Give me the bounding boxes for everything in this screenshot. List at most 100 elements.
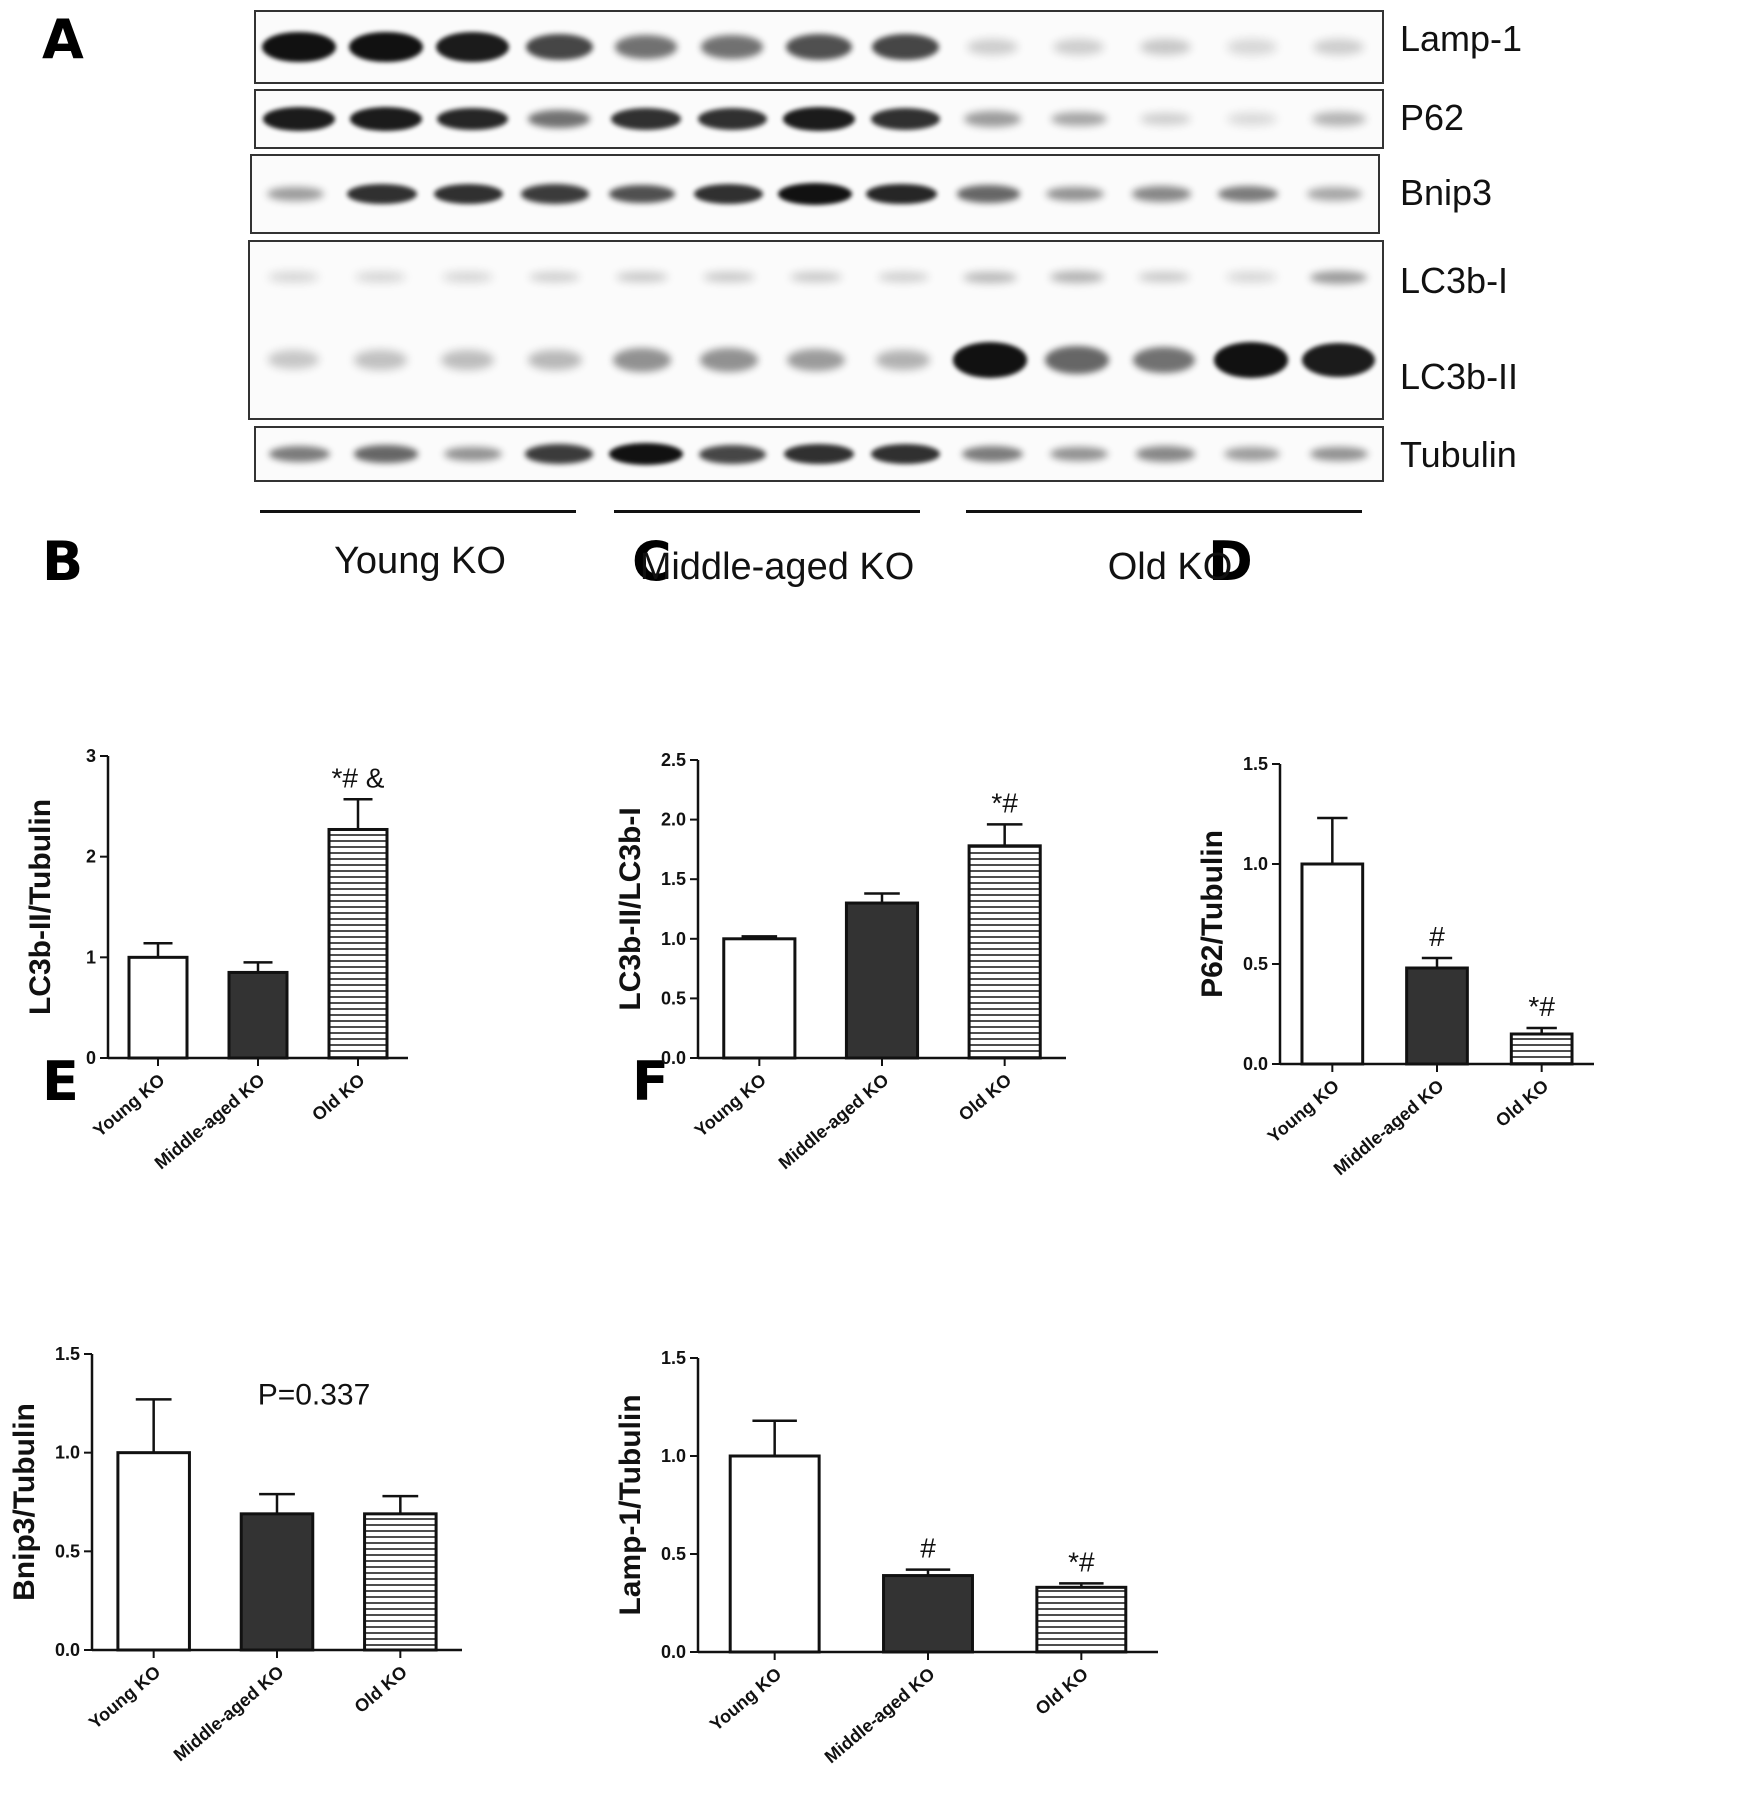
band-lc3b-i-lane-13 — [1309, 270, 1367, 284]
band-p62-lane-10 — [1051, 111, 1107, 127]
y-tick-label: 0.0 — [661, 1642, 686, 1662]
band-bnip3-lane-6 — [693, 183, 764, 205]
y-axis-label: Lamp-1/Tubulin — [614, 1394, 647, 1615]
y-tick-label: 2.0 — [661, 810, 686, 830]
blot-label-lc3b-ii: LC3b-II — [1400, 356, 1519, 397]
band-tubulin-lane-9 — [961, 446, 1023, 462]
band-lc3b-ii-lane-12 — [1214, 342, 1289, 378]
band-lc3b-i-lane-2 — [355, 272, 406, 283]
band-p62-lane-8 — [870, 107, 941, 131]
blot-strip-lc3b — [248, 240, 1384, 420]
band-lamp-1-lane-8 — [872, 33, 940, 61]
band-lc3b-ii-lane-3 — [441, 350, 495, 370]
bar-middle-aged-ko — [844, 901, 920, 1060]
significance-annotation: *# — [1068, 1546, 1095, 1577]
y-tick-label: 1.5 — [55, 1344, 80, 1364]
bar-young-ko — [722, 937, 797, 1060]
band-bnip3-lane-9 — [956, 185, 1020, 203]
band-lc3b-ii-lane-1 — [267, 350, 320, 370]
band-bnip3-lane-11 — [1131, 186, 1192, 202]
y-tick-label: 2.5 — [661, 750, 686, 770]
blot-strip-p62 — [254, 89, 1384, 149]
band-lamp-1-lane-7 — [786, 34, 852, 60]
y-tick-label: 1 — [86, 947, 96, 967]
band-p62-lane-4 — [528, 109, 591, 129]
significance-annotation: *# — [1528, 991, 1555, 1022]
band-lamp-1-lane-5 — [614, 35, 677, 59]
y-axis-label: Bnip3/Tubulin — [8, 1403, 41, 1601]
y-tick-label: 1.5 — [661, 1348, 686, 1368]
band-lc3b-i-lane-11 — [1138, 271, 1191, 283]
band-bnip3-lane-13 — [1306, 187, 1363, 201]
band-tubulin-lane-4 — [524, 444, 594, 464]
panel-label-d: D — [1208, 530, 1253, 593]
band-lc3b-ii-lane-11 — [1133, 346, 1196, 374]
band-p62-lane-11 — [1140, 112, 1191, 126]
y-axis-label: P62/Tubulin — [1196, 830, 1229, 998]
group-label-old: Old KO — [1107, 546, 1233, 588]
band-bnip3-lane-1 — [266, 186, 324, 202]
blot-label-tubulin: Tubulin — [1400, 434, 1517, 475]
y-tick-label: 0.5 — [661, 1544, 686, 1564]
band-lamp-1-lane-13 — [1313, 38, 1365, 55]
band-lc3b-ii-lane-2 — [354, 350, 407, 370]
x-tick-label: Young KO — [706, 1664, 785, 1735]
band-bnip3-lane-7 — [778, 183, 852, 205]
band-lamp-1-lane-11 — [1139, 38, 1192, 56]
blot-label-lc3b-i: LC3b-I — [1400, 260, 1509, 301]
band-lc3b-ii-lane-8 — [875, 349, 931, 371]
y-tick-label: 1.5 — [661, 869, 686, 889]
band-lc3b-ii-lane-13 — [1302, 342, 1375, 378]
group-label-middle: Middle-aged KO — [639, 546, 915, 588]
band-bnip3-lane-4 — [520, 184, 590, 204]
band-lc3b-i-lane-5 — [615, 271, 668, 283]
band-p62-lane-6 — [697, 107, 768, 131]
band-lc3b-i-lane-4 — [529, 272, 581, 283]
band-lamp-1-lane-10 — [1053, 38, 1105, 55]
band-lamp-1-lane-12 — [1227, 39, 1277, 55]
y-tick-label: 0.5 — [661, 988, 686, 1008]
bar-middle-aged-ko — [1405, 966, 1469, 1066]
x-tick-label: Middle-aged KO — [821, 1664, 939, 1767]
y-tick-label: 1.0 — [661, 929, 686, 949]
band-tubulin-lane-8 — [870, 443, 941, 465]
band-p62-lane-12 — [1227, 112, 1277, 126]
bar-young-ko — [116, 1451, 191, 1652]
blot-label-p62: P62 — [1400, 97, 1465, 138]
band-lamp-1-lane-9 — [966, 38, 1018, 55]
band-lc3b-i-lane-12 — [1226, 272, 1277, 283]
group-line-old — [966, 510, 1362, 513]
band-bnip3-lane-3 — [433, 183, 504, 205]
y-axis-label: LC3b-II/Tubulin — [24, 799, 57, 1015]
band-lc3b-ii-lane-6 — [699, 348, 759, 372]
bar-young-ko — [1300, 862, 1365, 1066]
y-tick-label: 0 — [86, 1048, 96, 1068]
y-tick-label: 0.0 — [1243, 1054, 1268, 1074]
band-lc3b-i-lane-8 — [877, 272, 929, 283]
y-tick-label: 1.0 — [55, 1443, 80, 1463]
significance-annotation: *# — [991, 787, 1018, 818]
bar-old-ko — [327, 827, 389, 1060]
band-lc3b-i-lane-3 — [442, 272, 493, 283]
band-tubulin-lane-5 — [608, 443, 683, 465]
band-lc3b-i-lane-7 — [790, 271, 842, 283]
band-lc3b-ii-lane-9 — [953, 342, 1028, 378]
band-p62-lane-13 — [1311, 111, 1366, 127]
band-lc3b-ii-lane-4 — [527, 349, 582, 371]
band-tubulin-lane-12 — [1223, 446, 1281, 462]
panel-label-e: E — [42, 1050, 79, 1113]
band-tubulin-lane-11 — [1135, 446, 1196, 462]
blot-strip-bnip3 — [250, 154, 1380, 234]
band-bnip3-lane-8 — [866, 183, 938, 205]
band-lc3b-i-lane-9 — [963, 271, 1017, 283]
y-tick-label: 0.5 — [55, 1541, 80, 1561]
bar-middle-aged-ko — [882, 1574, 974, 1654]
panel-label-a: A — [42, 8, 84, 71]
p-value-note: P=0.337 — [258, 1378, 371, 1411]
bar-old-ko — [967, 844, 1042, 1060]
band-lamp-1-lane-6 — [701, 35, 764, 59]
bar-old-ko — [1035, 1585, 1128, 1654]
